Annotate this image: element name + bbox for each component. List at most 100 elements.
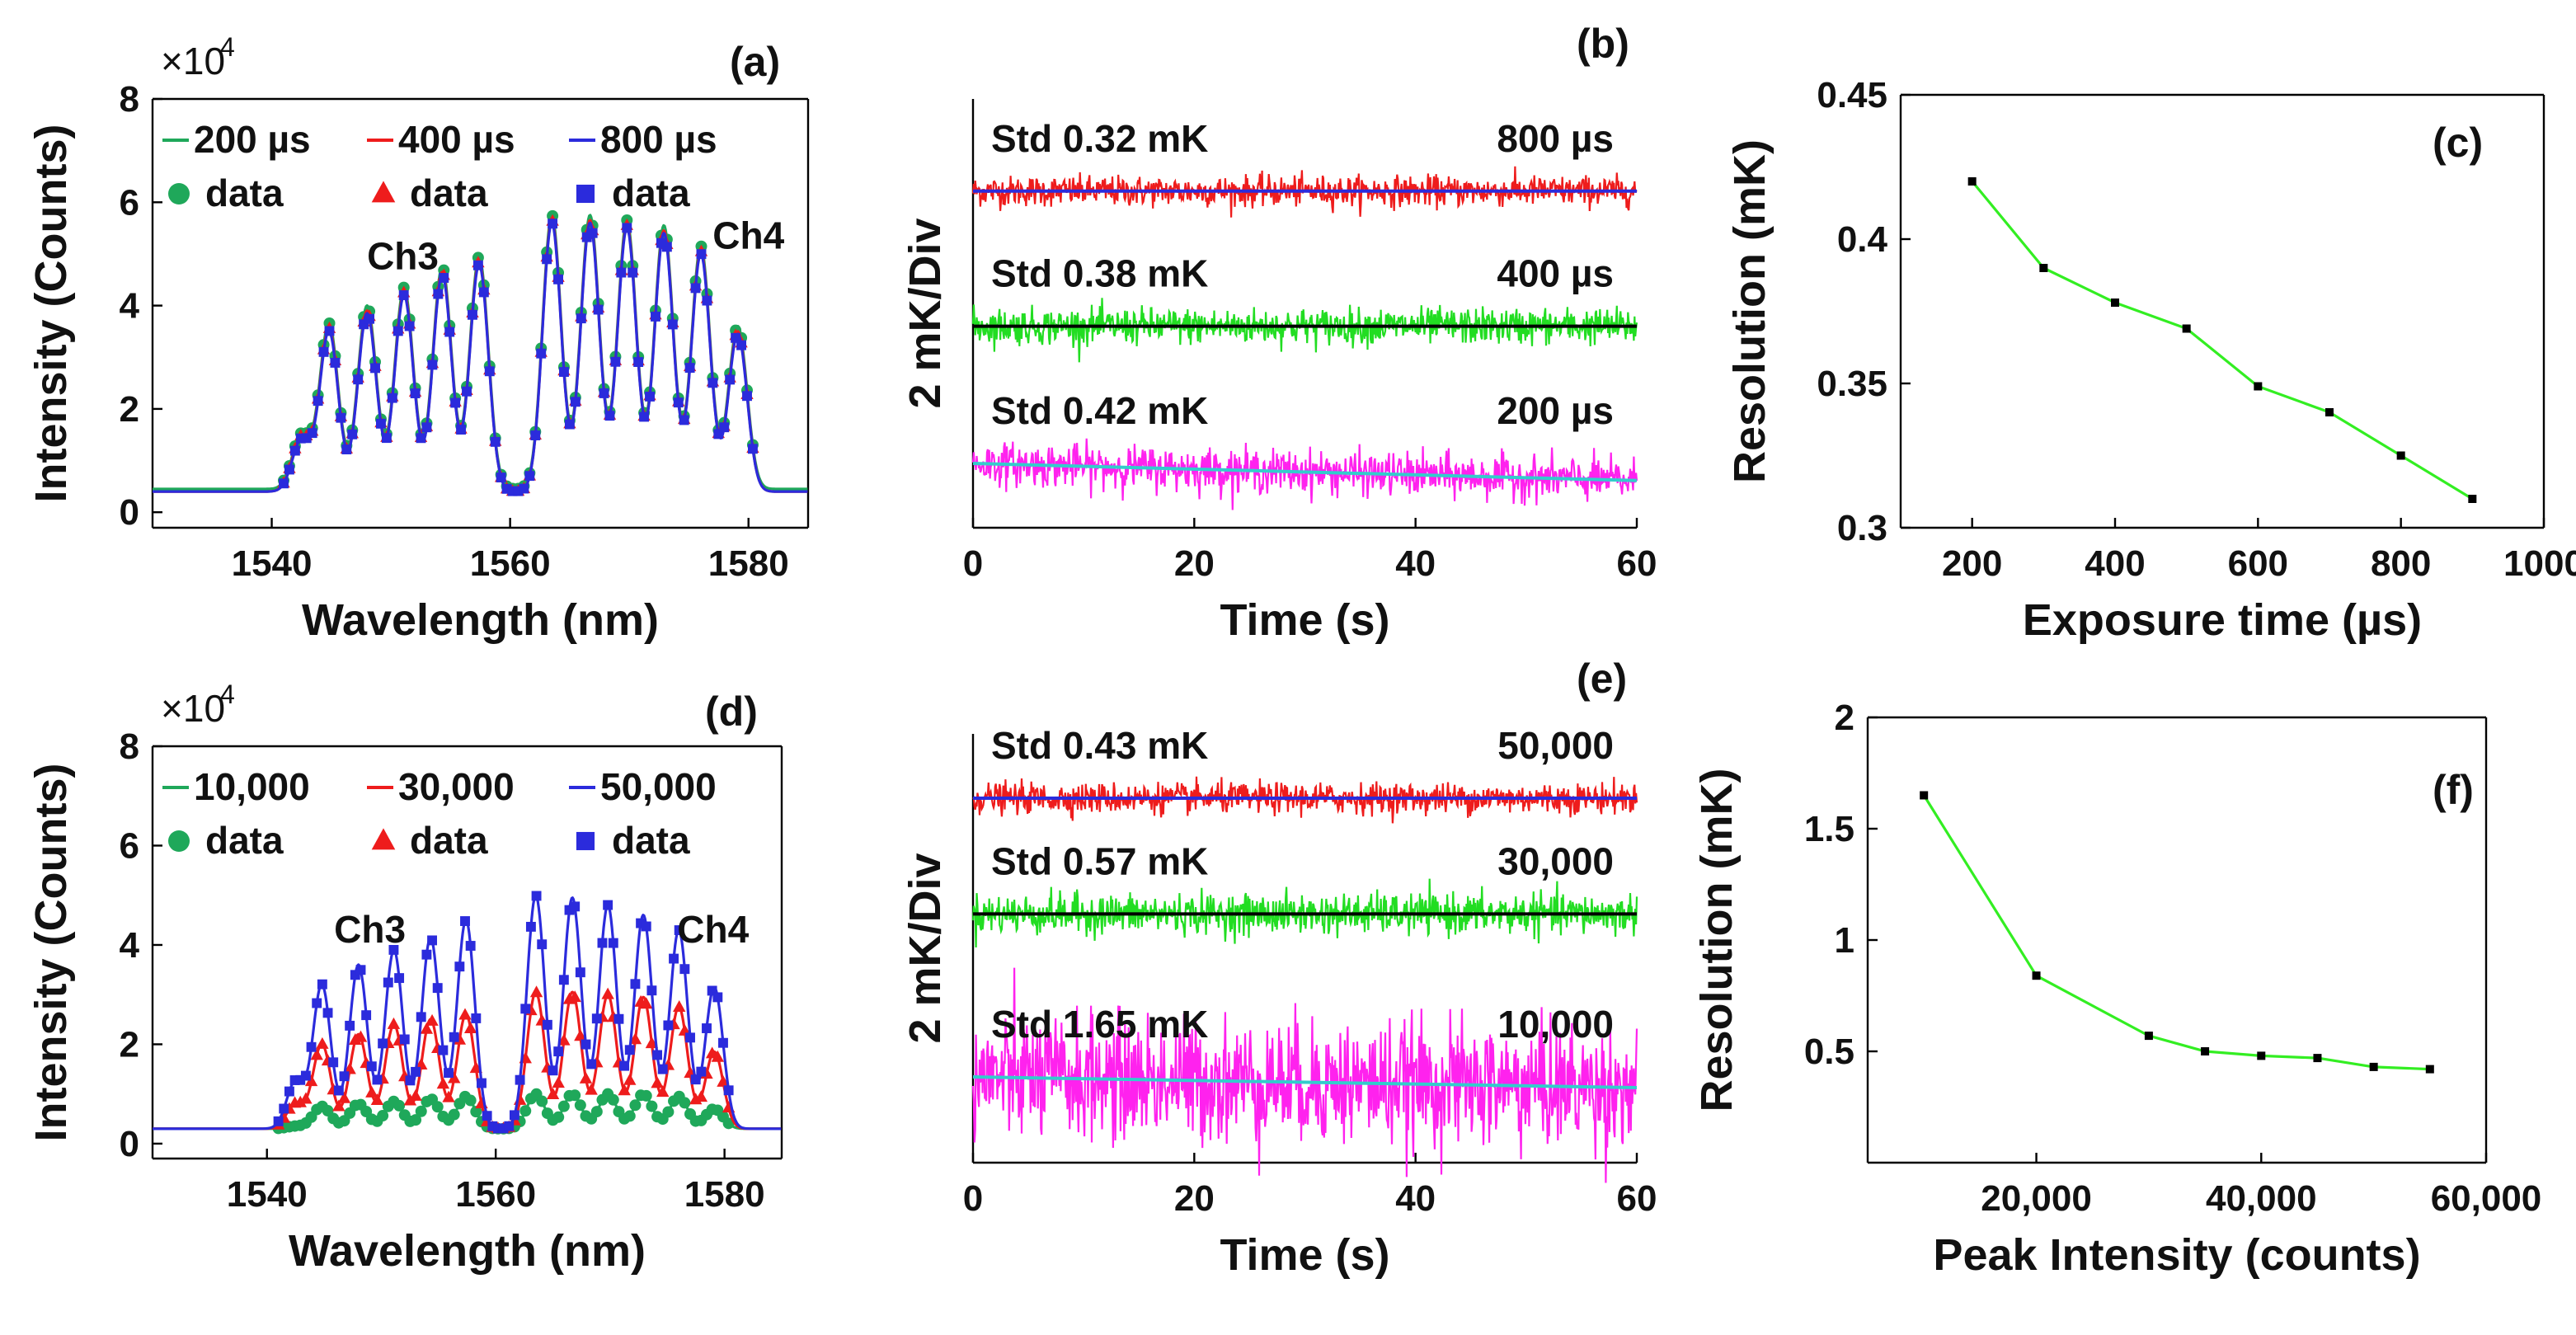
data-point <box>2032 971 2041 980</box>
data-point-circle <box>519 1105 532 1117</box>
x-tick-label: 0 <box>963 543 983 584</box>
y-axis-title: 2 mK/Div <box>900 218 950 408</box>
legend-label: 10,000 <box>194 765 310 808</box>
data-point <box>2039 264 2048 272</box>
data-point-triangle <box>579 1071 593 1084</box>
data-point-triangle <box>673 999 686 1012</box>
x-tick-label: 1540 <box>232 543 313 584</box>
x-tick-label: 60,000 <box>2431 1178 2542 1219</box>
data-point-triangle <box>463 1021 477 1033</box>
data-point-circle <box>464 1094 477 1107</box>
data-point-square <box>636 918 646 928</box>
data-point-triangle <box>370 1093 384 1105</box>
x-tick-label: 20,000 <box>1981 1178 2092 1219</box>
panel-c-axes: 200 400 600 800 1000 0.3 0.35 0.4 0.45 Exposure t… <box>1725 75 2576 645</box>
data-point-circle <box>557 1100 570 1112</box>
trace-tag: 10,000 <box>1497 1003 1614 1046</box>
series-2 <box>152 219 808 496</box>
data-point-square <box>570 397 581 407</box>
data-point-triangle <box>574 1029 587 1041</box>
data-point-square <box>604 411 615 421</box>
axis-multiplier: ×104 <box>161 32 235 82</box>
y-tick-label: 8 <box>120 726 139 767</box>
trace-0: Std 0.43 mK 50,000 <box>972 724 1638 824</box>
data-point-square <box>674 925 684 936</box>
panel-d-plot: ×104 Ch3 Ch4 10,000 data 30,000 data 50,000 data <box>152 679 782 1135</box>
data-point-square <box>696 249 707 260</box>
data-point-square <box>630 979 641 989</box>
data-point-square <box>456 425 467 435</box>
x-tick-label: 800 <box>2371 543 2431 584</box>
std-label: Std 0.38 mK <box>991 252 1208 295</box>
panel-label: (d) <box>705 689 758 735</box>
data-point-triangle <box>618 1084 631 1096</box>
data-point <box>2257 1051 2266 1060</box>
channel-label: Ch4 <box>677 908 749 951</box>
data-point-square <box>381 433 392 444</box>
data-point-square <box>460 916 470 926</box>
x-tick-label: 20 <box>1174 1178 1215 1219</box>
data-point-square <box>317 979 327 989</box>
multiplier-base: ×10 <box>161 687 225 730</box>
data-point-square <box>548 1065 558 1076</box>
data-point <box>1967 177 1977 186</box>
data-point-square <box>513 486 524 496</box>
data-point-square <box>313 396 323 407</box>
legend-item: 200 µs data <box>162 118 311 214</box>
legend-item: 800 µs data <box>569 118 717 214</box>
data-point-square <box>444 1068 454 1079</box>
data-point-square <box>444 327 455 337</box>
legend: 200 µs data 400 µs data 800 µs data <box>162 118 717 214</box>
x-tick-label: 1000 <box>2503 543 2576 584</box>
trace-tag: 30,000 <box>1497 839 1614 882</box>
data-point-square <box>404 321 415 331</box>
data-point-square <box>548 219 558 229</box>
panel-d-axes: 1540 1560 1580 0 2 4 6 8 Wavelength (nm) Intensit… <box>26 689 783 1276</box>
legend-item: 30,000 data <box>367 765 515 862</box>
std-label: Std 0.42 mK <box>991 389 1208 432</box>
trace-1: Std 0.57 mK 30,000 <box>971 839 1638 948</box>
data-point-triangle <box>552 1076 565 1088</box>
data-point-circle <box>722 1117 735 1130</box>
noise-trace <box>971 438 1638 510</box>
data-point-square <box>350 970 360 980</box>
data-point-square <box>639 411 650 422</box>
data-point-circle <box>552 1111 565 1123</box>
data-point-triangle <box>294 1095 307 1107</box>
series-2 <box>152 891 782 1134</box>
data-point-square <box>684 363 695 374</box>
data-point-square <box>507 486 518 496</box>
data-point-square <box>530 430 541 440</box>
data-point-square <box>520 1004 531 1014</box>
trace-1: Std 0.38 mK 400 µs <box>971 252 1638 363</box>
trace-2: Std 1.65 mK 10,000 <box>971 967 1638 1183</box>
x-tick-label: 1580 <box>684 1174 765 1215</box>
data-point-square <box>515 1074 525 1085</box>
data-point-square <box>613 1013 624 1024</box>
data-point-square <box>471 1013 482 1023</box>
data-point-square <box>462 386 472 397</box>
data-point-circle <box>470 1106 482 1118</box>
data-point-circle <box>168 183 190 204</box>
data-point-square <box>504 1121 515 1131</box>
std-label: Std 0.32 mK <box>991 117 1208 160</box>
y-tick-label: 2 <box>120 1024 139 1065</box>
channel-label: Ch3 <box>367 235 439 278</box>
trace-tag: 200 µs <box>1497 389 1614 432</box>
data-point-square <box>524 471 535 482</box>
panel-e-plot: Std 0.43 mK 50,000 Std 0.57 mK 30,000 Std 1.… <box>971 724 1638 1183</box>
data-point-triangle <box>546 1087 560 1099</box>
data-point-square <box>300 1070 311 1081</box>
panel-label: (c) <box>2433 120 2483 166</box>
data-point-square <box>657 1064 668 1074</box>
data-point-square <box>616 267 627 278</box>
data-point-circle <box>662 1106 675 1118</box>
data-point-circle <box>679 1097 691 1109</box>
data-point <box>1920 791 1929 800</box>
std-label: Std 0.43 mK <box>991 724 1208 767</box>
data-point <box>2468 495 2477 503</box>
x-tick-label: 0 <box>963 1178 983 1219</box>
data-point-square <box>496 472 506 483</box>
y-axis-title: Intensity (Counts) <box>26 764 76 1142</box>
data-point-square <box>679 964 690 975</box>
